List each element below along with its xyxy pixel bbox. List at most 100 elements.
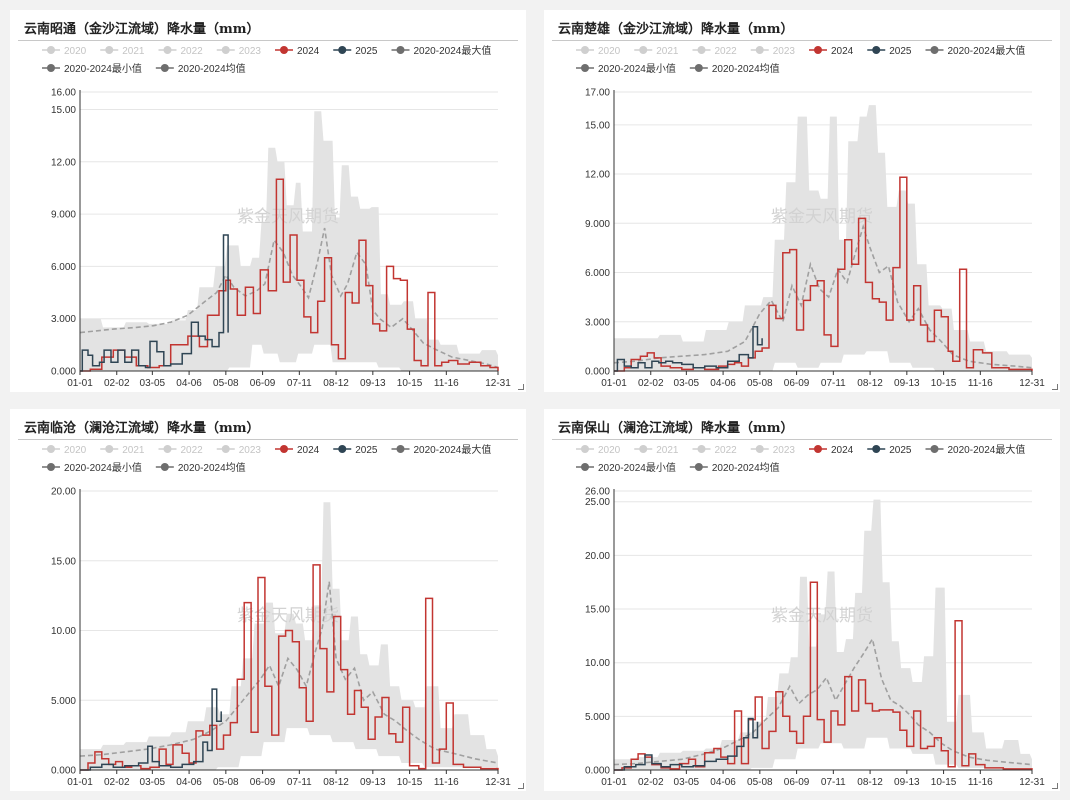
legend-dot-icon [280, 46, 288, 54]
legend-label: 2025 [355, 445, 378, 456]
legend-item[interactable]: 2020-2024最大值 [391, 44, 492, 57]
legend-item[interactable]: 2025 [867, 46, 912, 57]
chart-svg: 2020 2021 2022 2023 2024 2025 2020-2024最大值 2020… [42, 44, 511, 389]
legend-item[interactable]: 2021 [100, 445, 145, 456]
series-max-min-band [80, 111, 498, 371]
x-tick-label: 12-31 [485, 378, 511, 389]
legend[interactable]: 2020 2021 2022 2023 2024 2025 2020-2024最大值 2020… [42, 443, 491, 474]
legend-item[interactable]: 2021 [634, 46, 679, 57]
series-max-min-band [614, 105, 1032, 371]
legend-label: 2024 [831, 46, 854, 57]
legend[interactable]: 2020 2021 2022 2023 2024 2025 2020-2024最大值 2020… [42, 44, 491, 75]
legend-item[interactable]: 2020-2024均值 [689, 62, 780, 75]
watermark: 紫金天风期货 [771, 606, 873, 626]
legend-dot-icon [639, 445, 648, 453]
legend-dot-icon [221, 46, 230, 54]
x-tick-label: 10-15 [931, 378, 957, 389]
legend-label: 2025 [355, 46, 378, 57]
legend-label: 2024 [297, 445, 320, 456]
title-divider [552, 40, 1052, 41]
y-tick-label: 15.00 [585, 120, 610, 131]
x-tick-label: 12-31 [1019, 378, 1045, 389]
legend[interactable]: 2020 2021 2022 2023 2024 2025 2020-2024最大值 2020… [576, 44, 1025, 75]
x-tick-label: 05-08 [747, 378, 773, 389]
legend-item[interactable]: 2024 [275, 46, 320, 57]
title-divider [18, 40, 518, 41]
legend-item[interactable]: 2020-2024均值 [155, 461, 246, 474]
legend-item[interactable]: 2020-2024最大值 [925, 443, 1026, 456]
legend-dot-icon [755, 46, 764, 54]
legend-item[interactable]: 2021 [100, 46, 145, 57]
legend-item[interactable]: 2023 [216, 445, 262, 456]
legend-item[interactable]: 2024 [275, 445, 320, 456]
legend-dot-icon [163, 46, 172, 54]
legend-item[interactable]: 2022 [158, 445, 204, 456]
legend-dot-icon [930, 445, 939, 453]
legend-dot-icon [872, 46, 881, 54]
y-tick-label: 5.000 [51, 696, 76, 707]
legend-item[interactable]: 2020-2024均值 [155, 62, 246, 75]
legend-item[interactable]: 2022 [692, 445, 738, 456]
chart-panel-lincang: 云南临沧（澜沧江流域）降水量（mm） 2020 2021 2022 2023 2024 2… [10, 409, 526, 791]
legend-item[interactable]: 2022 [692, 46, 738, 57]
legend-item[interactable]: 2025 [867, 445, 912, 456]
legend-label: 2020-2024均值 [178, 461, 246, 474]
legend-item[interactable]: 2023 [750, 445, 796, 456]
x-tick-label: 03-05 [674, 378, 700, 389]
legend-label: 2022 [715, 445, 738, 456]
series-mean-line [613, 223, 1033, 369]
legend-item[interactable]: 2020-2024均值 [689, 461, 780, 474]
legend-item[interactable]: 2020 [42, 445, 87, 456]
resize-handle[interactable] [518, 783, 524, 789]
legend-item[interactable]: 2023 [750, 46, 796, 57]
legend-item[interactable]: 2020-2024最大值 [391, 443, 492, 456]
y-tick-label: 26.00 [585, 487, 610, 498]
legend[interactable]: 2020 2021 2022 2023 2024 2025 2020-2024最大值 2020… [576, 443, 1025, 474]
x-tick-label: 01-01 [601, 378, 627, 389]
legend-item[interactable]: 2020-2024最小值 [576, 461, 676, 474]
resize-handle[interactable] [1052, 384, 1058, 390]
y-tick-label: 6.000 [51, 262, 76, 273]
legend-label: 2023 [773, 445, 796, 456]
legend-item[interactable]: 2023 [216, 46, 262, 57]
series-2025-line [614, 717, 759, 771]
legend-item[interactable]: 2020-2024最大值 [925, 44, 1026, 57]
y-tick-label: 20.00 [51, 487, 76, 498]
legend-label: 2020-2024最大值 [948, 443, 1026, 456]
x-tick-label: 07-11 [821, 777, 846, 788]
legend-item[interactable]: 2025 [333, 46, 378, 57]
chart-svg: 2020 2021 2022 2023 2024 2025 2020-2024最大值 2020… [42, 443, 511, 788]
x-tick-label: 07-11 [287, 378, 312, 389]
y-tick-label: 3.000 [51, 314, 76, 325]
legend-label: 2020-2024最小值 [64, 461, 142, 474]
legend-dot-icon [694, 463, 703, 471]
legend-item[interactable]: 2020-2024最小值 [42, 62, 142, 75]
legend-item[interactable]: 2022 [158, 46, 204, 57]
x-tick-label: 11-16 [434, 777, 459, 788]
legend-dot-icon [639, 46, 648, 54]
legend-item[interactable]: 2025 [333, 445, 378, 456]
series-2024-line [80, 564, 499, 771]
legend-dot-icon [755, 445, 764, 453]
x-tick-label: 10-15 [931, 777, 957, 788]
legend-label: 2020 [598, 46, 621, 57]
y-tick-label: 15.00 [51, 105, 76, 116]
legend-item[interactable]: 2020-2024最小值 [42, 461, 142, 474]
resize-handle[interactable] [1052, 783, 1058, 789]
legend-label: 2020 [64, 445, 87, 456]
legend-item[interactable]: 2021 [634, 445, 679, 456]
legend-item[interactable]: 2020 [576, 445, 621, 456]
legend-dot-icon [105, 46, 114, 54]
legend-item[interactable]: 2024 [809, 445, 854, 456]
legend-item[interactable]: 2020-2024最小值 [576, 62, 676, 75]
legend-label: 2025 [889, 445, 912, 456]
series-2024-line [614, 581, 1033, 771]
y-tick-label: 12.00 [51, 157, 76, 168]
legend-dot-icon [47, 445, 55, 453]
legend-item[interactable]: 2024 [809, 46, 854, 57]
legend-item[interactable]: 2020 [576, 46, 621, 57]
legend-label: 2023 [239, 445, 262, 456]
resize-handle[interactable] [518, 384, 524, 390]
y-tick-label: 0.000 [51, 367, 76, 378]
legend-item[interactable]: 2020 [42, 46, 87, 57]
